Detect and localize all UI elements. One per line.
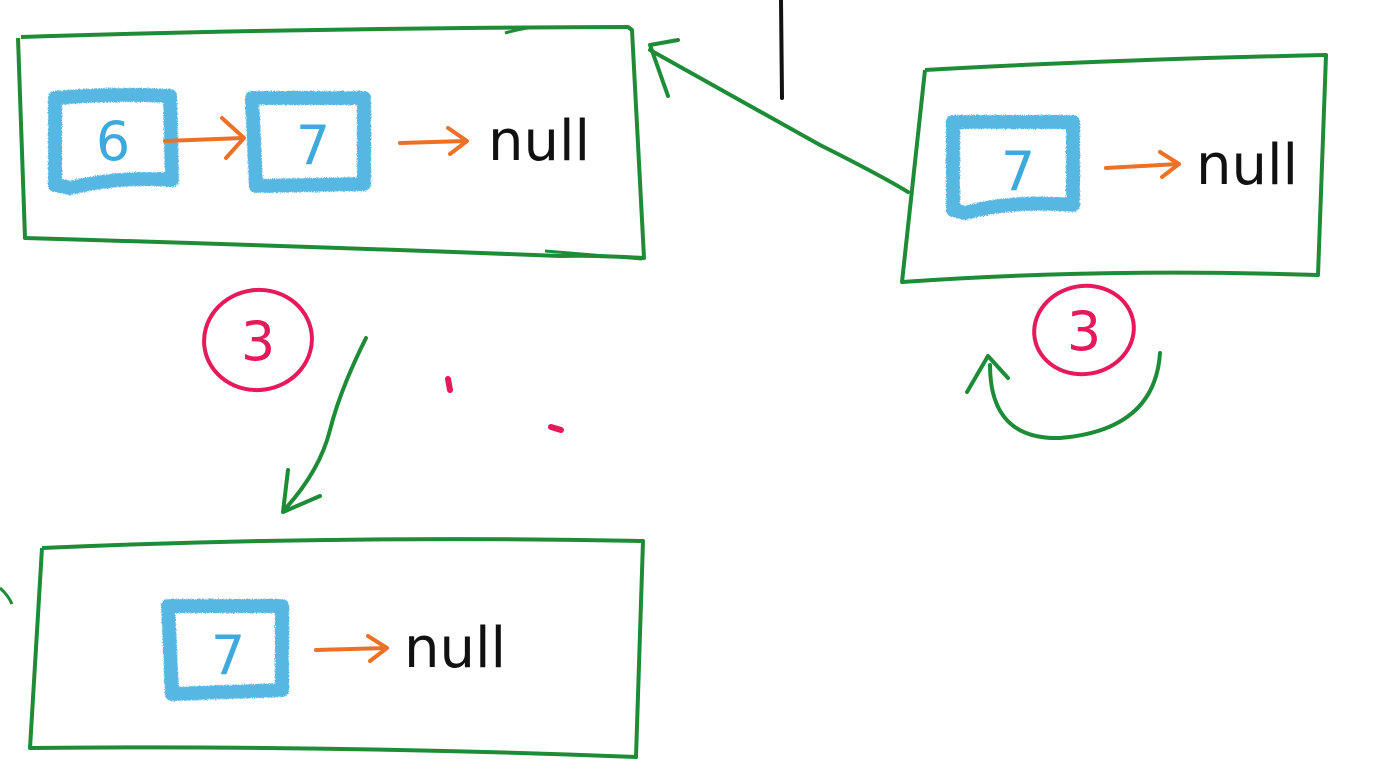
- step-number: 3: [1067, 300, 1101, 363]
- node-value: 7: [1001, 140, 1035, 203]
- node-value: 7: [296, 114, 330, 177]
- step-number: 3: [241, 310, 275, 373]
- step-label-right: 3: [1032, 283, 1136, 377]
- null-label: null: [1196, 133, 1298, 198]
- self-loop-arrow: [965, 351, 1162, 441]
- null-label: null: [404, 616, 506, 681]
- node-value: 6: [96, 110, 130, 173]
- top-right-node-7: 7: [946, 115, 1080, 220]
- top-left-node-6: 6: [48, 87, 179, 195]
- connector-right-to-left: [648, 38, 910, 194]
- node-value: 7: [211, 624, 245, 687]
- null-label: null: [488, 109, 590, 174]
- stray-line: [779, 0, 784, 100]
- bottom-list-frame: [0, 537, 645, 759]
- bottom-node-7: 7: [161, 599, 289, 701]
- bottom-pointer: [314, 634, 389, 663]
- annotation-dot: [445, 376, 453, 393]
- top-left-pointer-2: [398, 126, 469, 156]
- top-right-list-frame: [900, 53, 1328, 284]
- top-left-node-7: 7: [245, 91, 371, 193]
- top-left-list-frame: [16, 25, 646, 261]
- top-right-pointer: [1104, 150, 1181, 179]
- connector-down: [281, 336, 368, 514]
- top-left-pointer-1: [163, 116, 246, 160]
- step-label-left: 3: [202, 287, 314, 393]
- annotation-dot: [548, 424, 564, 433]
